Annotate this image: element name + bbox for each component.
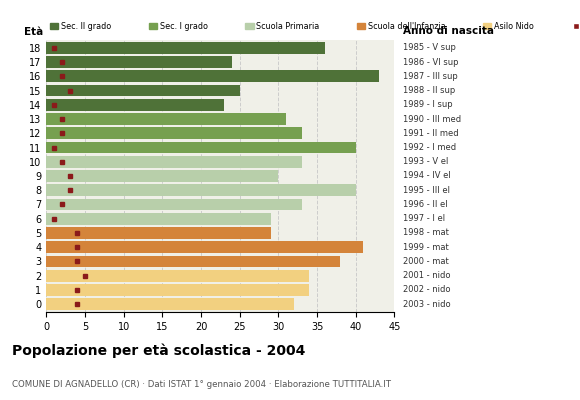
Text: COMUNE DI AGNADELLO (CR) · Dati ISTAT 1° gennaio 2004 · Elaborazione TUTTITALIA.: COMUNE DI AGNADELLO (CR) · Dati ISTAT 1°… (12, 380, 390, 389)
Text: 1997 - I el: 1997 - I el (403, 214, 445, 223)
Text: 1992 - I med: 1992 - I med (403, 143, 456, 152)
Bar (46, 270, 309, 282)
Bar (46, 298, 294, 310)
Bar (46, 284, 309, 296)
Text: 1998 - mat: 1998 - mat (403, 228, 449, 238)
Bar (46, 227, 271, 239)
Bar (46, 99, 224, 111)
Text: Età: Età (24, 27, 43, 37)
Text: Popolazione per età scolastica - 2004: Popolazione per età scolastica - 2004 (12, 344, 305, 358)
Text: 1987 - III sup: 1987 - III sup (403, 72, 458, 81)
Legend: Sec. II grado, Sec. I grado, Scuola Primaria, Scuola dell'Infanzia, Asilo Nido, : Sec. II grado, Sec. I grado, Scuola Prim… (50, 22, 580, 30)
Bar (46, 128, 302, 139)
Text: 1989 - I sup: 1989 - I sup (403, 100, 453, 109)
Bar (46, 142, 356, 153)
Bar (46, 199, 302, 210)
Bar (46, 170, 278, 182)
Text: 1991 - II med: 1991 - II med (403, 129, 459, 138)
Text: 1993 - V el: 1993 - V el (403, 157, 448, 166)
Bar (46, 42, 325, 54)
Text: 1985 - V sup: 1985 - V sup (403, 43, 456, 52)
Text: 2000 - mat: 2000 - mat (403, 257, 449, 266)
Text: 1994 - IV el: 1994 - IV el (403, 172, 451, 180)
Bar (46, 156, 302, 168)
Text: 1996 - II el: 1996 - II el (403, 200, 448, 209)
Bar (46, 241, 364, 253)
Bar (46, 256, 340, 267)
Text: 2001 - nido: 2001 - nido (403, 271, 451, 280)
Bar (46, 56, 232, 68)
Text: 1999 - mat: 1999 - mat (403, 243, 449, 252)
Text: 1990 - III med: 1990 - III med (403, 114, 461, 124)
Bar (46, 113, 286, 125)
Bar (46, 70, 379, 82)
Text: 2003 - nido: 2003 - nido (403, 300, 451, 309)
Bar (46, 184, 356, 196)
Bar (46, 213, 271, 224)
Text: Anno di nascita: Anno di nascita (403, 26, 494, 36)
Text: 2002 - nido: 2002 - nido (403, 286, 451, 294)
Bar (46, 85, 240, 96)
Text: 1995 - III el: 1995 - III el (403, 186, 450, 195)
Text: 1988 - II sup: 1988 - II sup (403, 86, 455, 95)
Text: 1986 - VI sup: 1986 - VI sup (403, 58, 459, 66)
